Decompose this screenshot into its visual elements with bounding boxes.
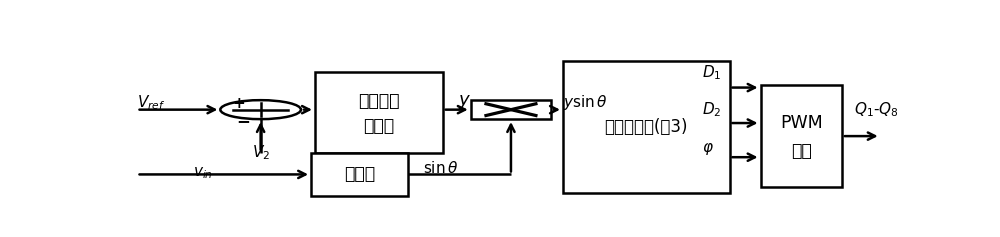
Text: $D_2$: $D_2$ bbox=[702, 100, 722, 119]
Text: 调制流程图(图3): 调制流程图(图3) bbox=[604, 118, 688, 136]
Bar bbox=[563, 61, 730, 193]
Text: $Q_1$-$Q_8$: $Q_1$-$Q_8$ bbox=[854, 100, 898, 119]
Text: PWM: PWM bbox=[780, 114, 823, 132]
Text: $D_1$: $D_1$ bbox=[702, 63, 722, 82]
Bar bbox=[761, 85, 842, 187]
Text: $y\sin\theta$: $y\sin\theta$ bbox=[563, 93, 608, 112]
Text: $v_{in}$: $v_{in}$ bbox=[193, 166, 213, 181]
Text: 模块: 模块 bbox=[791, 142, 812, 160]
Text: 控制器: 控制器 bbox=[363, 117, 394, 135]
Bar bbox=[315, 72, 443, 153]
Text: −: − bbox=[236, 112, 250, 130]
Text: $\sin\theta$: $\sin\theta$ bbox=[423, 160, 459, 176]
Text: $V_2$: $V_2$ bbox=[252, 144, 270, 163]
Bar bbox=[471, 100, 551, 119]
Text: $y$: $y$ bbox=[458, 93, 471, 111]
Text: 输出电压: 输出电压 bbox=[358, 92, 400, 110]
Text: 锁相环: 锁相环 bbox=[344, 165, 375, 183]
Text: $\varphi$: $\varphi$ bbox=[702, 141, 714, 157]
Text: $V_{ref}$: $V_{ref}$ bbox=[137, 93, 165, 112]
Bar bbox=[311, 153, 408, 196]
Text: +: + bbox=[233, 96, 245, 111]
